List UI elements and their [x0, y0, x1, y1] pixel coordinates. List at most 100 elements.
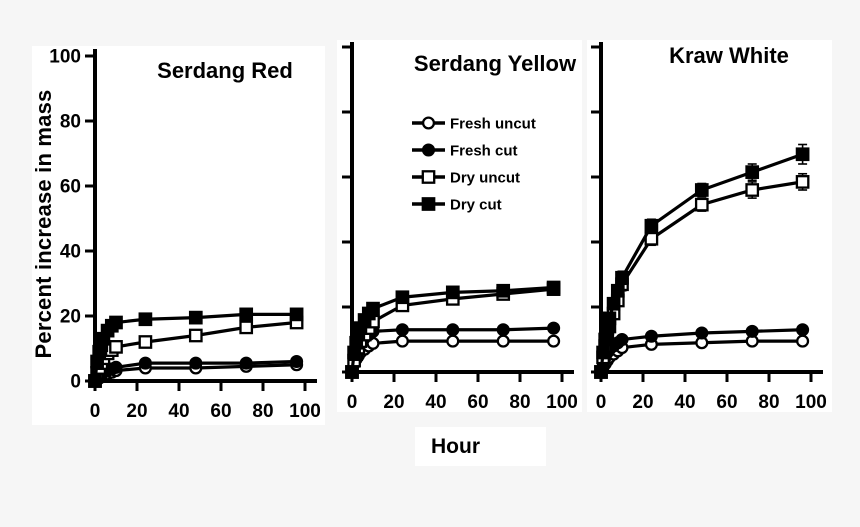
- ticks: [85, 54, 307, 391]
- x-tick-label: 100: [546, 392, 578, 412]
- y-axis-title: Percent increase in mass: [31, 89, 56, 359]
- square-open-marker: [109, 340, 123, 354]
- ticks: [591, 45, 813, 382]
- square-filled-marker: [546, 280, 561, 295]
- square-filled-marker: [395, 290, 410, 305]
- x-tick-label: 100: [289, 401, 321, 422]
- square-open-marker: [239, 320, 254, 335]
- panel-title: Serdang Yellow: [414, 51, 577, 76]
- x-tick-label: 20: [126, 401, 147, 422]
- legend-label: Dry uncut: [450, 170, 520, 187]
- circle-open-marker: [446, 334, 460, 348]
- x-tick-label: 80: [252, 401, 273, 422]
- circle-filled-marker: [615, 332, 629, 347]
- x-tick-label: 60: [716, 392, 737, 412]
- circle-filled-marker: [395, 323, 409, 337]
- x-tick-label: 60: [467, 392, 488, 412]
- axes: [93, 49, 317, 383]
- x-tick-label: 20: [383, 392, 404, 412]
- y-tick-labels: 0 20 40 60 80 100: [49, 47, 81, 393]
- circle-filled-marker: [138, 356, 152, 370]
- x-tick-label: 0: [90, 401, 101, 422]
- square-filled-marker: [88, 374, 102, 388]
- x-tick-label: 0: [596, 392, 607, 412]
- square-filled-marker: [594, 365, 608, 379]
- x-axis-title: Hour: [431, 435, 480, 458]
- panel-title: Kraw White: [669, 43, 789, 68]
- circle-filled-marker: [290, 354, 304, 369]
- circle-filled-marker: [446, 323, 460, 337]
- legend-label: Dry cut: [450, 197, 502, 214]
- x-axis-title-box: Hour: [415, 427, 546, 466]
- series-dry-cut: [345, 280, 561, 379]
- chart-serdang-red: 0 20 40 60 80 100 0 20 40 60 80 100 Serdang Red: [49, 47, 321, 423]
- chart-kraw-white: 0 20 40 60 80 100 Kraw White: [591, 42, 827, 412]
- square-filled-marker: [289, 307, 304, 322]
- x-tick-label: 100: [795, 392, 827, 412]
- circle-filled-marker: [189, 356, 203, 370]
- square-open-marker: [745, 183, 760, 197]
- x-tick-label: 20: [632, 392, 653, 412]
- series-dry-cut: [88, 307, 304, 388]
- square-filled-marker: [366, 301, 380, 316]
- square-open-marker: [421, 170, 436, 184]
- square-filled-marker: [138, 312, 153, 327]
- legend-item-dry-cut: Dry cut: [412, 197, 502, 214]
- square-filled-marker: [606, 296, 621, 311]
- y-tick-label: 40: [60, 242, 81, 263]
- square-filled-marker: [694, 183, 709, 197]
- axes: [350, 42, 574, 374]
- square-filled-marker: [109, 315, 123, 330]
- circle-filled-marker: [695, 326, 709, 340]
- square-filled-marker: [644, 218, 659, 233]
- panel-title: Serdang Red: [157, 58, 293, 83]
- square-filled-marker: [610, 283, 625, 298]
- square-filled-marker: [421, 197, 436, 211]
- circle-filled-marker: [796, 323, 810, 337]
- circle-filled-marker: [496, 323, 510, 337]
- series-dry-cut: [594, 143, 810, 379]
- legend: Fresh uncut Fresh cut Dry uncut Dry cut: [412, 116, 536, 214]
- x-tick-label: 80: [509, 392, 530, 412]
- panel-serdang-yellow: 0 20 40 60 80 100 Serdang Yellow Fresh uncut Fre…: [337, 40, 582, 412]
- circle-filled-marker: [547, 321, 561, 335]
- x-tick-labels: 0 20 40 60 80 100: [347, 392, 578, 412]
- legend-label: Fresh uncut: [450, 116, 536, 133]
- square-filled-marker: [496, 283, 511, 298]
- x-tick-labels: 0 20 40 60 80 100: [90, 401, 321, 422]
- circle-open-marker: [496, 334, 510, 348]
- x-tick-label: 80: [758, 392, 779, 412]
- square-filled-marker: [596, 345, 610, 360]
- square-open-marker: [795, 175, 810, 189]
- panel-serdang-red: 0 20 40 60 80 100 0 20 40 60 80 100 Serdang Red: [32, 46, 325, 425]
- circle-open-marker: [395, 334, 409, 348]
- series-fresh-cut: [345, 321, 561, 379]
- square-open-marker: [188, 328, 203, 343]
- y-tick-label: 60: [60, 177, 81, 198]
- circle-filled-marker: [239, 356, 253, 370]
- square-filled-marker: [445, 285, 460, 300]
- legend-item-fresh-cut: Fresh cut: [412, 143, 518, 160]
- panel-kraw-white: 0 20 40 60 80 100 Kraw White: [587, 40, 832, 412]
- circle-filled-marker: [745, 324, 759, 338]
- x-tick-label: 40: [168, 401, 189, 422]
- square-filled-marker: [602, 311, 617, 326]
- legend-item-dry-uncut: Dry uncut: [412, 170, 520, 187]
- legend-label: Fresh cut: [450, 143, 518, 160]
- circle-filled-marker: [644, 329, 658, 343]
- square-filled-marker: [188, 310, 203, 325]
- y-tick-label: 100: [49, 47, 81, 68]
- square-filled-marker: [795, 147, 810, 162]
- circle-filled-marker: [421, 143, 436, 157]
- circle-open-marker: [796, 334, 810, 348]
- axes: [599, 42, 823, 374]
- circle-open-marker: [547, 334, 561, 348]
- x-tick-labels: 0 20 40 60 80 100: [596, 392, 827, 412]
- x-tick-label: 40: [674, 392, 695, 412]
- x-tick-label: 0: [347, 392, 358, 412]
- y-tick-label: 80: [60, 112, 81, 133]
- y-tick-label: 20: [60, 307, 81, 328]
- square-open-marker: [138, 335, 153, 349]
- square-filled-marker: [598, 332, 613, 347]
